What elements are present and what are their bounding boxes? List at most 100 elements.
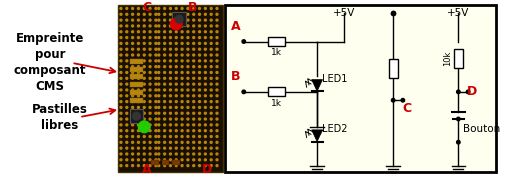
Circle shape [120,83,122,85]
Circle shape [204,25,206,27]
Circle shape [163,118,165,120]
Text: B: B [231,70,240,83]
Circle shape [175,153,177,155]
Circle shape [175,95,177,97]
Circle shape [198,124,200,126]
Circle shape [204,42,206,44]
Circle shape [175,147,177,149]
Circle shape [157,95,159,97]
Circle shape [181,83,183,85]
Circle shape [131,153,133,155]
Text: D: D [466,85,476,98]
Circle shape [187,159,188,161]
Circle shape [187,7,188,9]
Circle shape [137,13,139,15]
Circle shape [456,90,459,94]
Circle shape [216,101,217,102]
Circle shape [126,159,127,161]
Circle shape [155,118,157,120]
Circle shape [143,95,145,97]
Circle shape [198,31,200,33]
Circle shape [187,77,188,79]
Circle shape [143,141,145,143]
Circle shape [126,165,127,167]
Circle shape [192,7,194,9]
Circle shape [126,42,127,44]
Circle shape [149,89,151,91]
Circle shape [120,159,122,161]
Circle shape [210,25,212,27]
Circle shape [137,124,139,126]
Circle shape [204,54,206,56]
Circle shape [149,153,151,155]
Circle shape [137,147,139,149]
Circle shape [216,54,217,56]
Circle shape [163,141,165,143]
Circle shape [155,141,157,143]
Circle shape [157,72,159,73]
Circle shape [169,147,171,149]
Circle shape [163,89,165,91]
Circle shape [169,159,171,161]
Circle shape [155,13,157,15]
Circle shape [163,48,165,50]
Circle shape [155,66,157,68]
Circle shape [204,7,206,9]
Circle shape [175,60,177,62]
Circle shape [155,147,157,149]
Circle shape [210,130,212,132]
Circle shape [175,141,177,143]
Circle shape [126,118,127,120]
Circle shape [456,117,459,121]
Circle shape [131,31,133,33]
Bar [129,82,143,87]
Text: C: C [143,1,151,14]
Circle shape [181,136,183,138]
Circle shape [155,37,157,39]
Circle shape [131,136,133,138]
Circle shape [187,118,188,120]
Circle shape [169,66,171,68]
Circle shape [137,153,139,155]
Circle shape [149,106,151,108]
Circle shape [143,112,145,114]
Circle shape [198,89,200,91]
Circle shape [157,130,159,132]
Circle shape [120,13,122,15]
Circle shape [137,130,139,132]
Bar [453,49,462,68]
Circle shape [131,118,133,120]
Circle shape [210,147,212,149]
Circle shape [198,72,200,73]
Circle shape [143,159,145,161]
Circle shape [204,136,206,138]
Circle shape [143,147,145,149]
Circle shape [149,165,151,167]
Circle shape [192,101,194,102]
Circle shape [143,13,145,15]
Circle shape [131,124,133,126]
Circle shape [204,124,206,126]
Circle shape [155,165,157,167]
Circle shape [198,48,200,50]
Circle shape [157,37,159,39]
Circle shape [126,95,127,97]
Circle shape [149,7,151,9]
Circle shape [210,153,212,155]
Circle shape [210,124,212,126]
Circle shape [187,54,188,56]
Circle shape [216,72,217,73]
Circle shape [187,136,188,138]
Circle shape [157,165,159,167]
Circle shape [216,19,217,21]
Circle shape [192,83,194,85]
Circle shape [143,25,145,27]
Circle shape [198,19,200,21]
Circle shape [163,13,165,15]
Circle shape [157,159,159,161]
Circle shape [192,118,194,120]
Circle shape [149,42,151,44]
Circle shape [126,89,127,91]
Bar [388,59,397,78]
Circle shape [137,25,139,27]
